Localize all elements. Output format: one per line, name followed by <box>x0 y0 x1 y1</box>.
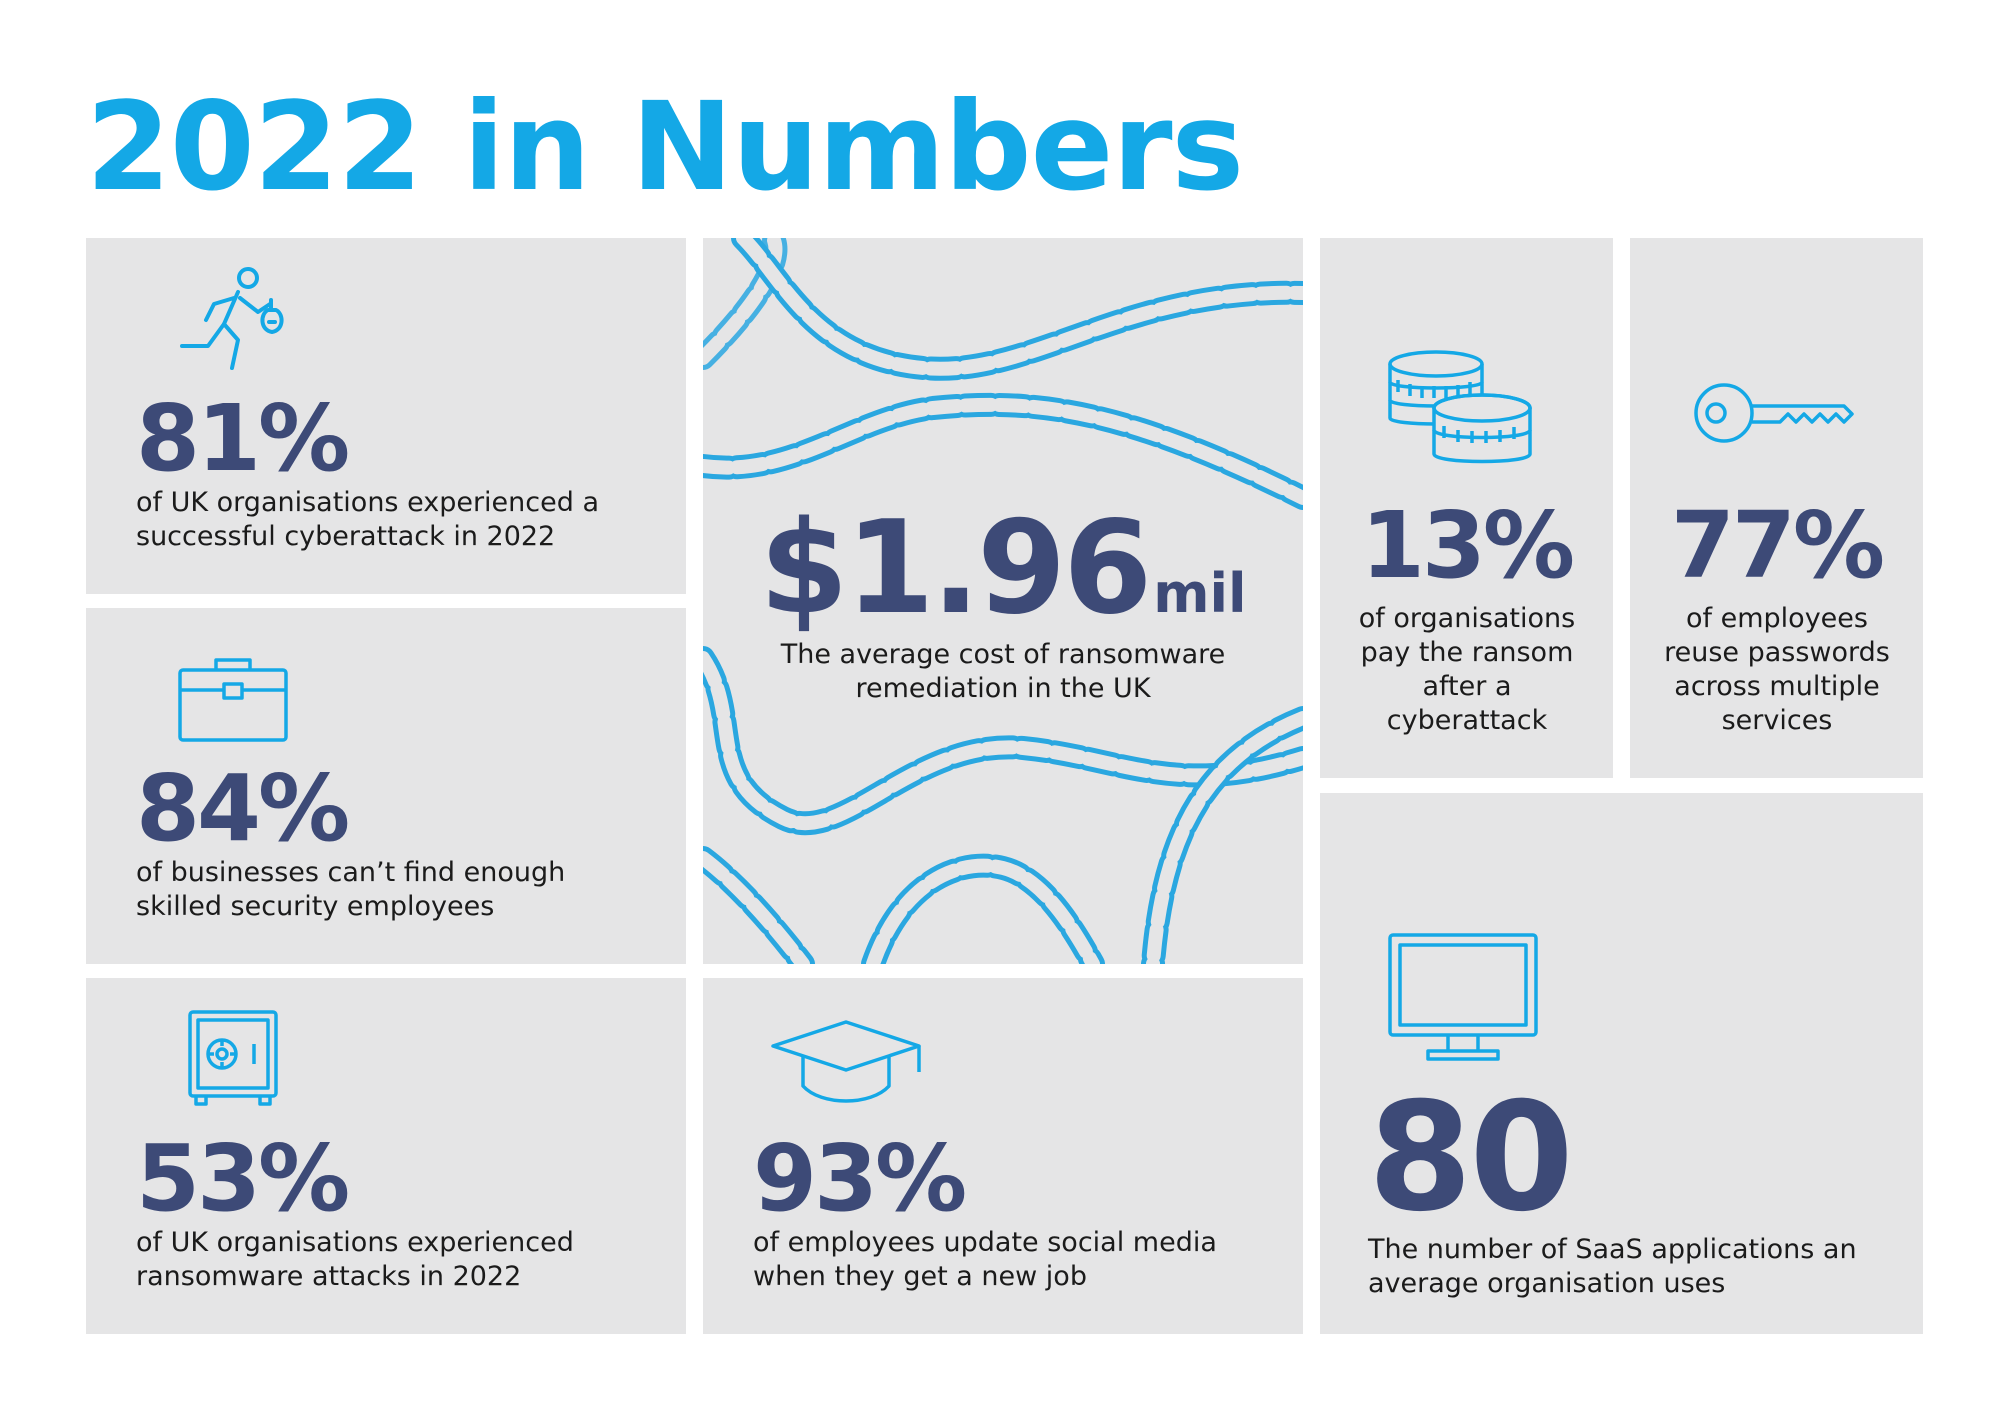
monitor-icon <box>1388 933 1538 1063</box>
stat-value-group: $1.96mil <box>703 505 1303 633</box>
coin-stacks-icon <box>1386 350 1536 470</box>
running-thief-icon <box>178 264 298 384</box>
briefcase-icon <box>178 658 288 742</box>
stat-value: 53% <box>136 1125 350 1232</box>
stat-card-social-media: 93% of employees update social media whe… <box>703 978 1303 1334</box>
page-title: 2022 in Numbers <box>86 76 1244 218</box>
stat-card-skills: 84% of businesses can’t find enough skil… <box>86 608 686 964</box>
stat-card-cyberattack: 81% of UK organisations experienced a su… <box>86 238 686 594</box>
stat-value: 93% <box>753 1125 967 1232</box>
stat-card-ransom-paid: 13% of organisations pay the ransom afte… <box>1320 238 1613 778</box>
stat-description: The number of SaaS applications an avera… <box>1368 1234 1857 1299</box>
stat-description: of UK organisations experienced a succes… <box>136 487 599 552</box>
stat-description: of businesses can’t find enough skilled … <box>136 857 566 922</box>
stat-value: 81% <box>136 385 350 492</box>
stat-description: of employees update social media when th… <box>753 1227 1217 1292</box>
stat-card-password-reuse: 77% of employees reuse passwords across … <box>1630 238 1923 778</box>
stat-value: 77% <box>1670 492 1885 599</box>
stat-unit: mil <box>1153 562 1247 625</box>
key-icon <box>1694 378 1854 448</box>
stat-card-ransomware: 53% of UK organisations experienced rans… <box>86 978 686 1334</box>
stat-value: 13% <box>1360 492 1575 599</box>
stat-description: The average cost of ransomware remediati… <box>780 639 1226 704</box>
safe-icon <box>188 1010 278 1106</box>
stat-description: of UK organisations experienced ransomwa… <box>136 1227 574 1292</box>
stat-description: of employees reuse passwords across mult… <box>1664 603 1890 736</box>
stat-card-remediation: $1.96mil The average cost of ransomware … <box>703 238 1303 964</box>
stat-description: of organisations pay the ransom after a … <box>1358 603 1576 736</box>
stat-value: 84% <box>136 755 350 862</box>
chains-icon <box>703 238 1303 964</box>
stat-value: 80 <box>1368 1071 1574 1245</box>
stat-card-saas: 80 The number of SaaS applications an av… <box>1320 793 1923 1334</box>
stat-number: $1.96 <box>759 494 1152 643</box>
stat-value: $1.96mil <box>759 505 1246 633</box>
graduation-cap-icon <box>771 1020 921 1104</box>
